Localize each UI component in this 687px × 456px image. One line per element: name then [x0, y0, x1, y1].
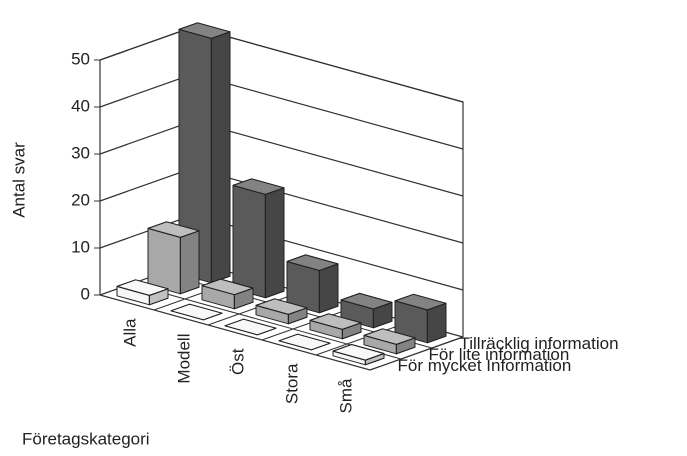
bar [147, 221, 200, 295]
bar-top-shade [116, 279, 169, 296]
bar-top-shade [201, 278, 254, 296]
y-tick-label: 50 [71, 49, 90, 68]
x-tick-label: Alla [120, 318, 139, 347]
bar-top-shade [363, 328, 416, 345]
grid-line [99, 26, 464, 103]
bar [309, 313, 362, 340]
x-tick-label: Modell [174, 334, 193, 384]
y-tick-label: 10 [71, 237, 90, 256]
bar [178, 22, 231, 284]
y-tick-label: 30 [71, 143, 90, 162]
bar-side-shade [179, 230, 200, 295]
x-tick-label: Stora [282, 363, 301, 404]
bar [394, 293, 447, 344]
legend-label: För mycket Information [398, 356, 572, 375]
x-tick-label: Små [336, 378, 355, 414]
y-tick-label: 20 [71, 190, 90, 209]
bar-top-shade [309, 313, 362, 330]
x-tick-label: Öst [228, 348, 247, 375]
y-tick-label: 40 [71, 96, 90, 115]
bar [224, 318, 277, 336]
bar [232, 178, 285, 299]
bar-side-shade [210, 31, 231, 284]
bar-top-shade [340, 292, 393, 310]
bar [201, 278, 254, 310]
bar-top-shade [278, 333, 331, 351]
bar [363, 328, 416, 355]
bar-top-shade [147, 221, 200, 238]
bar-side-shade [264, 187, 285, 299]
bar [278, 333, 331, 351]
y-axis-label: Antal svar [9, 142, 28, 218]
floor-divider [207, 291, 302, 326]
bar [286, 254, 339, 314]
x-axis-label: Företagskategori [22, 429, 150, 448]
floor-divider [315, 321, 410, 356]
bar [340, 292, 393, 329]
bar-top-shade [178, 22, 231, 39]
y-tick-label: 0 [81, 284, 90, 303]
bar [170, 303, 223, 321]
bar [332, 344, 385, 366]
bar-top-shade [224, 318, 277, 336]
bar-front [232, 184, 266, 299]
grid-line [99, 120, 464, 197]
legend-label: Tillräcklig information [460, 334, 619, 353]
bar-top-shade [170, 303, 223, 321]
floor-divider [369, 336, 464, 371]
bar-top-shade [286, 254, 339, 271]
bar-top-shade [232, 178, 285, 195]
bar-top-shade [332, 344, 385, 361]
bar-top-shade [394, 293, 447, 311]
legend-label: För lite information [429, 345, 570, 364]
floor-divider [261, 306, 356, 341]
bar [255, 298, 308, 325]
bar-front [147, 227, 181, 295]
grid-line [99, 73, 464, 150]
bar [116, 279, 169, 306]
bar-top-shade [255, 298, 308, 315]
bar-side-shade [318, 263, 339, 314]
